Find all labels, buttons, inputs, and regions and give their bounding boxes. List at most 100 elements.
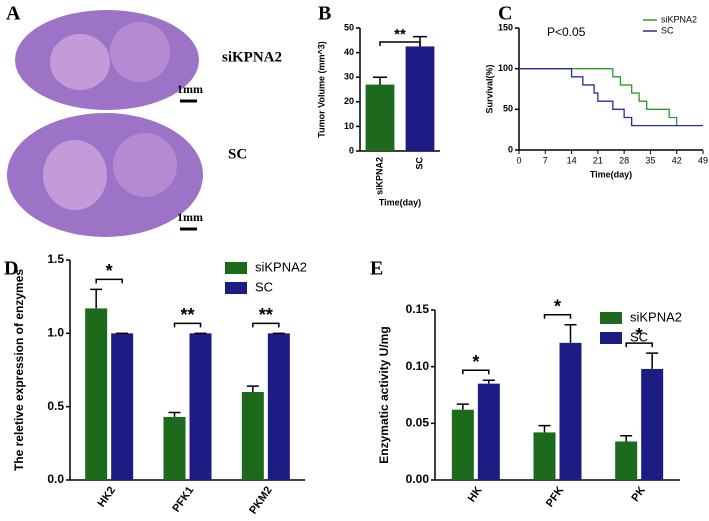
y-tick-label: 0.0 [47,472,64,486]
x-tick-label: 35 [645,155,655,165]
significance-label: ** [180,305,194,325]
y-tick-label: 1.0 [47,326,64,340]
panel-letter: E [370,258,383,280]
bar [533,432,556,480]
significance-bracket [543,313,572,319]
x-tick-label: 0 [516,155,521,165]
significance-label: * [472,352,479,372]
y-tick-label: 50 [344,22,354,32]
panel-letter: A [6,3,21,25]
y-tick-label: 0 [349,145,354,155]
error-bar [538,424,551,433]
error-bar [456,403,469,410]
y-axis-label: Tumor Volume (mm^3) [316,41,326,137]
y-tick-label: 30 [344,72,354,82]
bar [559,342,582,480]
legend-label: SC [661,25,674,35]
x-tick-label: 28 [619,155,629,165]
y-tick-label: 40 [344,47,354,57]
bar [111,333,134,480]
significance-bracket [625,342,653,348]
bar [241,392,264,480]
y-tick-label: 50 [503,104,513,114]
bar [641,368,664,480]
y-tick-label: 1.5 [47,252,64,266]
x-tick-label: 42 [672,155,682,165]
significance-label: ** [259,305,273,325]
panel-letter: C [498,3,512,25]
x-tick-label: 7 [543,155,548,165]
y-tick-label: 0.5 [47,399,64,413]
annotation: P<0.05 [547,25,586,39]
brain-region [110,22,170,82]
bar [365,84,395,151]
legend-label: siKPNA2 [630,309,682,324]
x-tick-label: HK [466,484,485,504]
x-tick-label: 14 [567,155,577,165]
significance-bracket [252,322,280,328]
legend-swatch [600,332,622,344]
scale-label: 1mm [177,82,203,96]
y-tick-label: 100 [498,63,513,73]
y-tick-label: 0.00 [406,472,430,486]
error-bar [482,379,495,384]
bar [189,333,212,480]
bar [163,416,186,480]
bar [477,383,500,480]
legend-label: SC [255,279,273,294]
legend-label: siKPNA2 [255,259,307,274]
panel-letter: B [318,3,331,25]
error-bar [564,323,577,343]
y-tick-label: 0.05 [406,416,430,430]
scale-label: 1mm [177,210,203,224]
bar [451,409,474,480]
significance-label: * [106,261,113,281]
bar [267,333,290,480]
error-bar [373,76,387,85]
brain-region [43,140,107,210]
legend-label: siKPNA2 [661,14,697,24]
error-bar [646,352,659,369]
survival-line [519,68,678,126]
y-axis-label: Survival(%) [484,64,494,113]
y-tick-label: 0.10 [406,359,430,373]
legend-swatch [225,282,247,294]
legend-swatch [225,262,247,274]
y-tick-label: 20 [344,96,354,106]
bar [615,441,638,480]
legend-label: SC [630,329,648,344]
x-axis-label: Time(day) [590,169,632,179]
x-tick-label: PFK1 [170,485,196,515]
significance-bracket [379,41,421,46]
significance-label: * [554,296,561,316]
legend-swatch [600,312,622,324]
y-tick-label: 0.15 [406,302,430,316]
y-axis-label: The reletive expression of enzymes [12,269,26,471]
error-bar [90,288,103,309]
sample-label: siKPNA2 [222,49,282,65]
y-axis-label: Enzymatic activity U/mg [377,326,391,463]
significance-bracket [462,369,490,375]
x-tick-label: PFK [544,484,566,509]
bar [85,308,108,480]
x-tick-label: PKM2 [247,485,274,517]
sample-label: SC [228,146,247,162]
x-tick-label: PK [629,484,648,503]
x-tick-label: SC [414,157,424,170]
error-bar [620,435,633,442]
error-bar [246,385,259,392]
y-tick-label: 0 [508,144,513,154]
panel-letter: D [4,258,18,280]
significance-bracket [173,322,202,328]
bar [405,46,435,152]
x-tick-label: 21 [593,155,603,165]
significance-label: * [636,325,643,345]
error-bar [168,411,181,417]
brain-region [113,133,177,197]
x-tick-label: siKPNA2 [374,157,384,195]
y-tick-label: 150 [498,22,513,32]
x-axis-label: Time(day) [379,197,421,207]
x-tick-label: 49 [698,155,708,165]
x-tick-label: HK2 [96,485,118,510]
